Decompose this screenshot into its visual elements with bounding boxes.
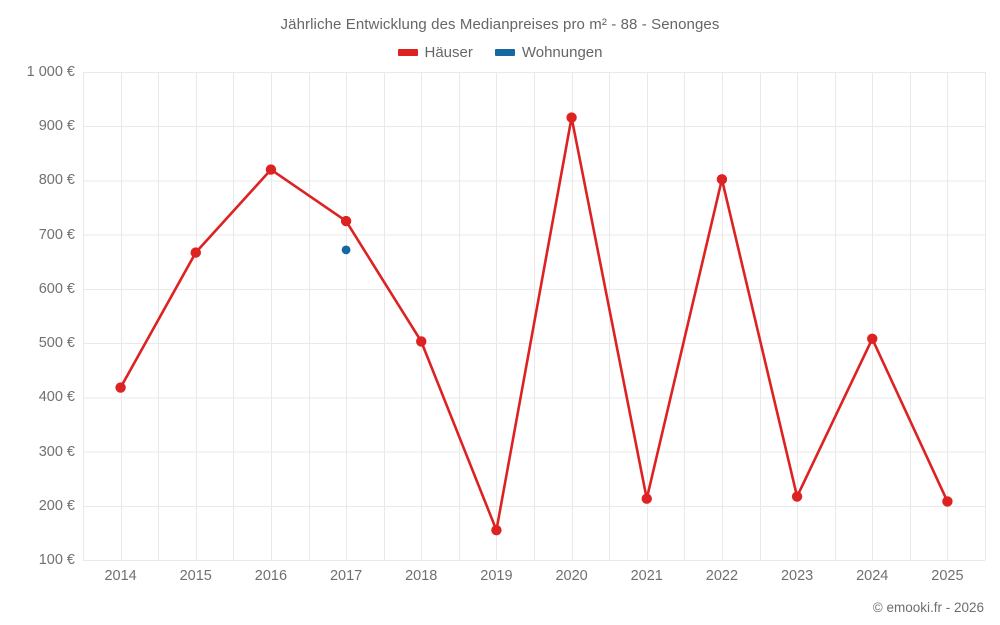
data-point-marker[interactable] [115, 382, 126, 393]
series-line-häuser [119, 116, 949, 532]
y-tick-label: 200 € [38, 497, 75, 514]
x-tick-label: 2020 [555, 568, 588, 584]
data-point-marker[interactable] [867, 333, 878, 344]
x-tick-label: 2019 [480, 568, 513, 584]
x-tick-label: 2022 [705, 568, 739, 584]
x-tick-label: 2016 [254, 568, 288, 584]
y-tick-label: 600 € [38, 280, 75, 297]
x-tick-label: 2015 [179, 568, 212, 584]
footer-credit: © emooki.fr - 2026 [872, 600, 984, 615]
chart-legend: Häuser Wohnungen [0, 44, 1000, 61]
data-point-marker[interactable] [190, 247, 201, 258]
data-point-marker[interactable] [340, 215, 352, 227]
x-tick-label: 2021 [630, 568, 663, 584]
chart-title: Jährliche Entwicklung des Medianpreises … [280, 16, 720, 33]
data-point-marker[interactable] [716, 174, 728, 185]
data-point-marker[interactable] [341, 245, 351, 255]
y-tick-label: 700 € [38, 226, 75, 243]
y-tick-label: 900 € [38, 118, 75, 135]
series-layer [115, 112, 953, 536]
data-point-marker[interactable] [566, 112, 577, 123]
y-tick-label: 1 000 € [26, 64, 75, 80]
x-tick-label: 2017 [329, 568, 363, 584]
legend-item-wohnungen[interactable]: Wohnungen [494, 44, 603, 61]
x-tick-label: 2025 [931, 568, 964, 584]
y-tick-label: 400 € [38, 389, 75, 406]
data-point-marker[interactable] [641, 493, 652, 504]
x-tick-label: 2018 [405, 568, 438, 584]
data-point-marker[interactable] [791, 491, 803, 502]
legend-label-hauser: Häuser [424, 44, 473, 61]
data-point-marker[interactable] [491, 524, 502, 536]
legend-swatch-hauser [397, 49, 418, 56]
legend-label-wohnungen: Wohnungen [521, 44, 603, 61]
legend-item-hauser[interactable]: Häuser [397, 44, 473, 61]
y-tick-label: 800 € [38, 172, 75, 189]
x-tick-label: 2024 [856, 568, 889, 584]
y-tick-label: 300 € [38, 443, 75, 460]
data-point-marker[interactable] [416, 336, 427, 347]
x-tick-label: 2023 [780, 568, 814, 584]
data-point-marker[interactable] [265, 164, 277, 175]
x-tick-label: 2014 [104, 568, 137, 584]
y-tick-label: 500 € [38, 335, 75, 352]
y-tick-label: 100 € [38, 552, 75, 568]
legend-swatch-wohnungen [494, 49, 515, 56]
vertical-gridlines [83, 72, 986, 560]
data-point-marker[interactable] [942, 496, 953, 507]
